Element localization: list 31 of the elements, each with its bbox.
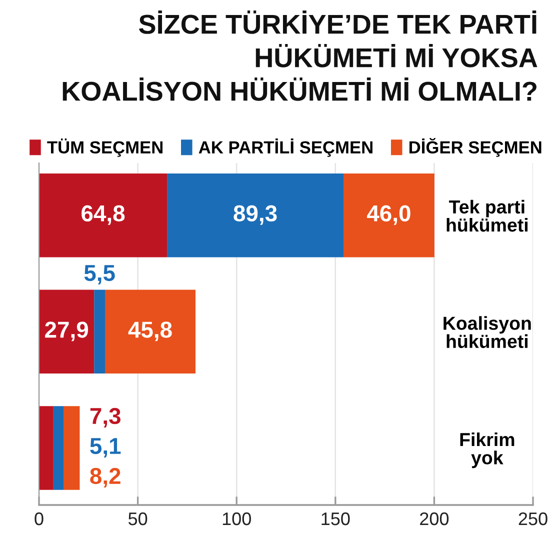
y-tick-label: Koalisyon hükümeti (444, 316, 531, 348)
bar (94, 290, 105, 374)
data-label: 27,9 (45, 322, 88, 342)
bar (64, 406, 80, 490)
data-label: 89,3 (234, 205, 277, 225)
legend-label: DİĞER SEÇMEN (409, 138, 542, 157)
y-tick-label: Fikrim yok (460, 432, 514, 468)
data-label: 5,1 (90, 438, 121, 458)
data-label: 64,8 (82, 205, 125, 225)
legend-label: AK PARTİLİ SEÇMEN (198, 138, 372, 157)
bar (344, 173, 434, 258)
bar (105, 290, 196, 374)
bar (39, 173, 168, 258)
chart-title: SİZCE TÜRKİYE’DE TEK PARTİ HÜKÜMETİ Mİ YOKSA KOALİSYON HÜKÜMETİ Mİ OLMALI? (62, 10, 538, 101)
x-tick-label: 250 (518, 512, 548, 526)
bar (53, 406, 64, 490)
bar (167, 173, 344, 258)
data-label: 7,3 (90, 408, 120, 428)
x-tick-label: 0 (34, 512, 44, 526)
data-label: 45,8 (128, 322, 172, 342)
x-tick-label: 200 (420, 512, 449, 526)
legend-label: TÜM SEÇMEN (47, 138, 162, 157)
data-label: 46,0 (367, 205, 410, 225)
data-label: 8,2 (90, 468, 120, 488)
bar (39, 406, 54, 490)
x-tick-label: 50 (128, 512, 148, 526)
x-tick-label: 150 (322, 512, 350, 526)
x-tick-label: 100 (222, 512, 251, 526)
data-label: 5,5 (84, 265, 115, 284)
bar (39, 290, 94, 374)
y-tick-label: Tek parti hükümeti (446, 200, 528, 232)
